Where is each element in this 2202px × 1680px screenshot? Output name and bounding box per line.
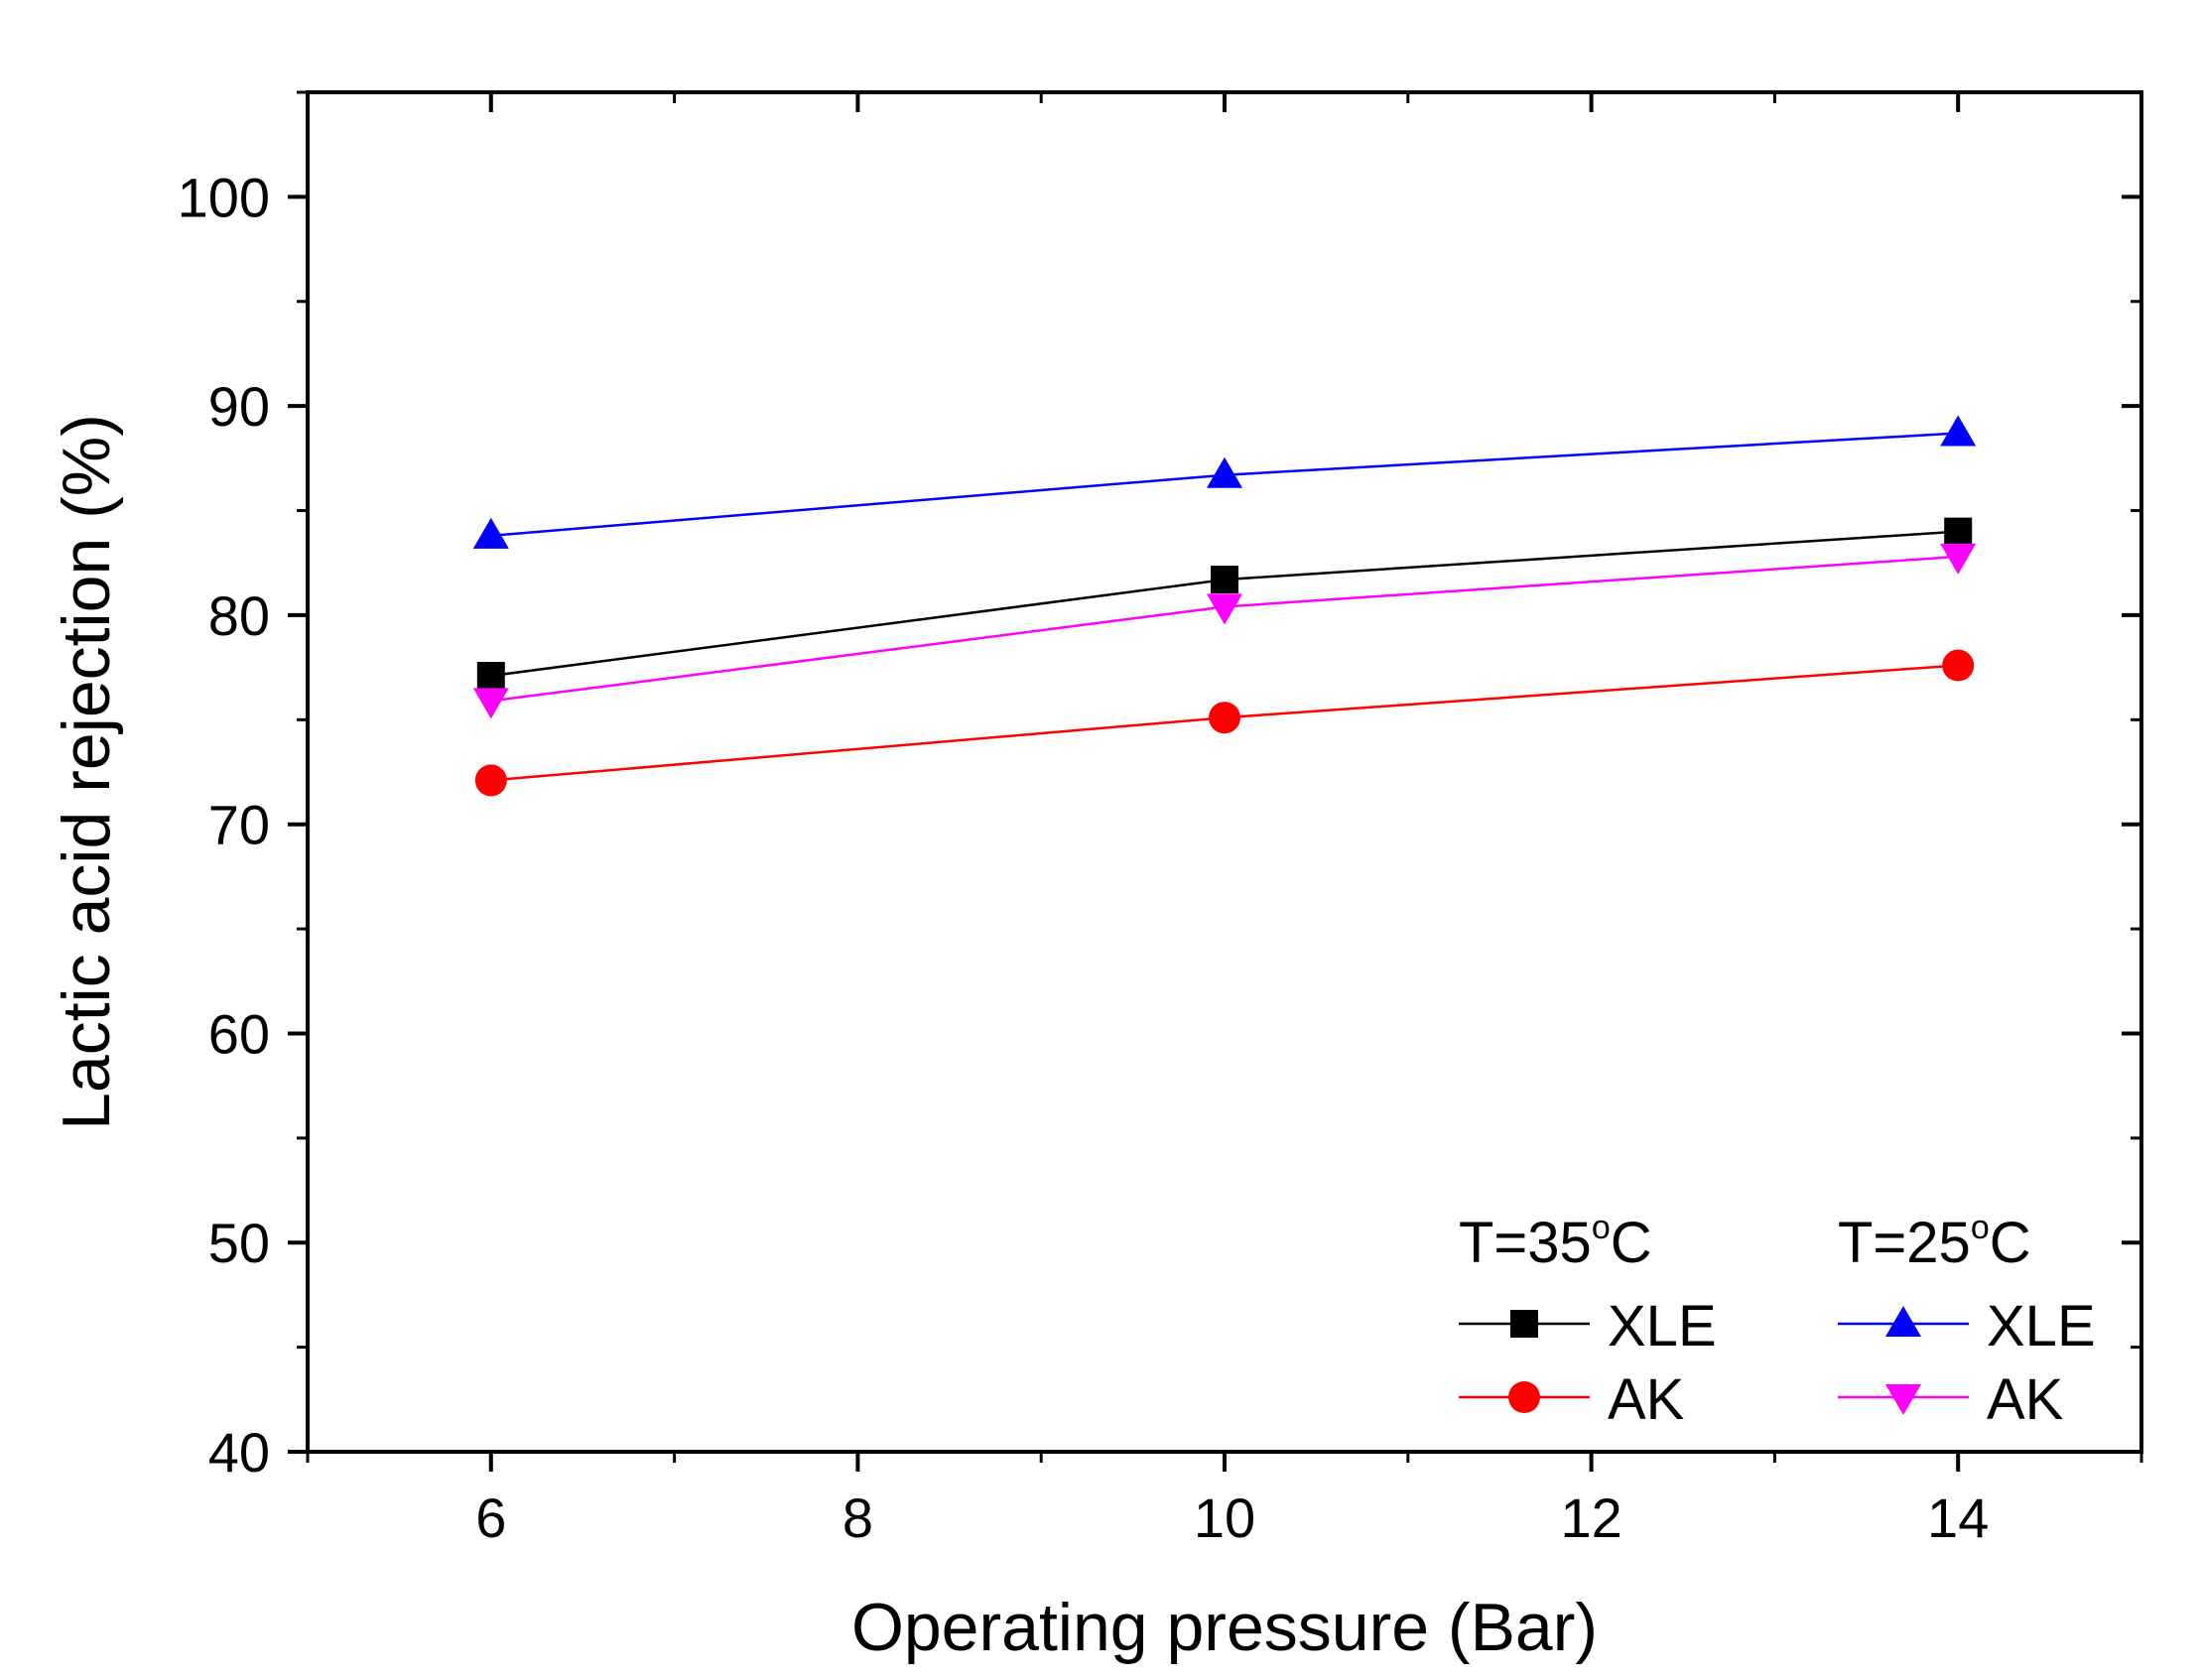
x-tick-label: 8 [842,1486,873,1549]
x-tick-label: 10 [1194,1486,1255,1549]
legend-item: XLE [1459,1294,1717,1358]
data-point [476,662,505,691]
legend-item: AK [1459,1367,1685,1432]
legend-group-title: T=35oC [1459,1209,1652,1275]
legend-label: XLE [1987,1294,2096,1358]
series-ak-1 [474,649,1975,797]
legend-item: AK [1838,1367,2064,1432]
data-point [1211,566,1238,594]
series-xle-0 [476,517,1973,691]
data-point [1209,702,1240,734]
data-point [474,764,507,797]
legend-label: XLE [1608,1294,1717,1358]
y-tick-label: 90 [208,375,270,438]
legend-item: XLE [1838,1294,2096,1358]
axis-ticks: 6 8 10 12 14 40 50 60 70 80 90 100 [178,90,2143,1549]
data-point [472,688,509,719]
legend: T=35oC T=25oC XLE AK XLE AK [1459,1209,2096,1432]
y-axis-title: Lactic acid rejection (%) [49,414,124,1130]
y-tick-label: 40 [208,1421,270,1484]
x-tick-label: 14 [1927,1486,1989,1549]
x-tick-label: 6 [475,1486,506,1549]
series-ak-3 [472,543,1977,719]
legend-marker [1510,1310,1538,1338]
data-series [472,415,1977,797]
series-xle-2 [472,415,1977,549]
y-tick-label: 50 [208,1212,270,1274]
data-point [1940,543,1977,575]
legend-marker [1885,1384,1921,1415]
legend-label: AK [1987,1367,2064,1432]
y-tick-label: 80 [208,584,270,647]
x-axis-title: Operating pressure (Bar) [851,1590,1598,1665]
data-point [1942,649,1975,682]
legend-marker [1885,1306,1921,1337]
data-point [1207,456,1242,488]
data-point [1940,415,1977,447]
data-point [1207,593,1242,625]
data-point [472,517,509,549]
legend-marker [1508,1381,1540,1413]
x-tick-label: 12 [1560,1486,1621,1549]
legend-group-title: T=25oC [1838,1209,2031,1275]
data-point [1944,517,1973,546]
legend-label: AK [1608,1367,1685,1432]
y-tick-label: 100 [178,166,270,228]
y-tick-label: 60 [208,1002,270,1065]
y-tick-label: 70 [208,794,270,856]
